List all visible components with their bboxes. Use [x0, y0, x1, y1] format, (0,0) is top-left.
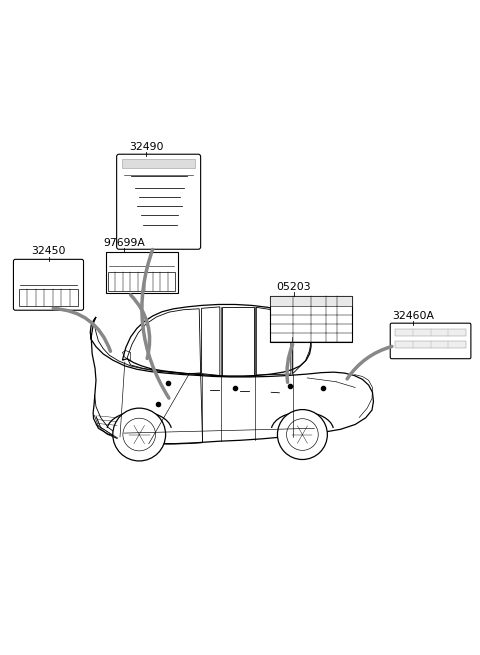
Circle shape [113, 408, 166, 461]
Text: 32490: 32490 [129, 142, 164, 152]
Text: 97699A: 97699A [103, 238, 145, 248]
Bar [395, 329, 466, 336]
FancyBboxPatch shape [117, 154, 201, 250]
Bar [122, 159, 195, 168]
FancyBboxPatch shape [13, 259, 84, 310]
Text: 32450: 32450 [32, 246, 66, 257]
Text: 32460A: 32460A [392, 310, 434, 321]
FancyBboxPatch shape [390, 323, 471, 359]
Bar [19, 290, 78, 306]
Bar [108, 272, 175, 291]
Bar [395, 341, 466, 348]
Circle shape [277, 409, 327, 460]
Text: 05203: 05203 [276, 282, 311, 292]
Bar [270, 296, 352, 342]
Bar [106, 252, 178, 293]
Bar [270, 296, 352, 307]
